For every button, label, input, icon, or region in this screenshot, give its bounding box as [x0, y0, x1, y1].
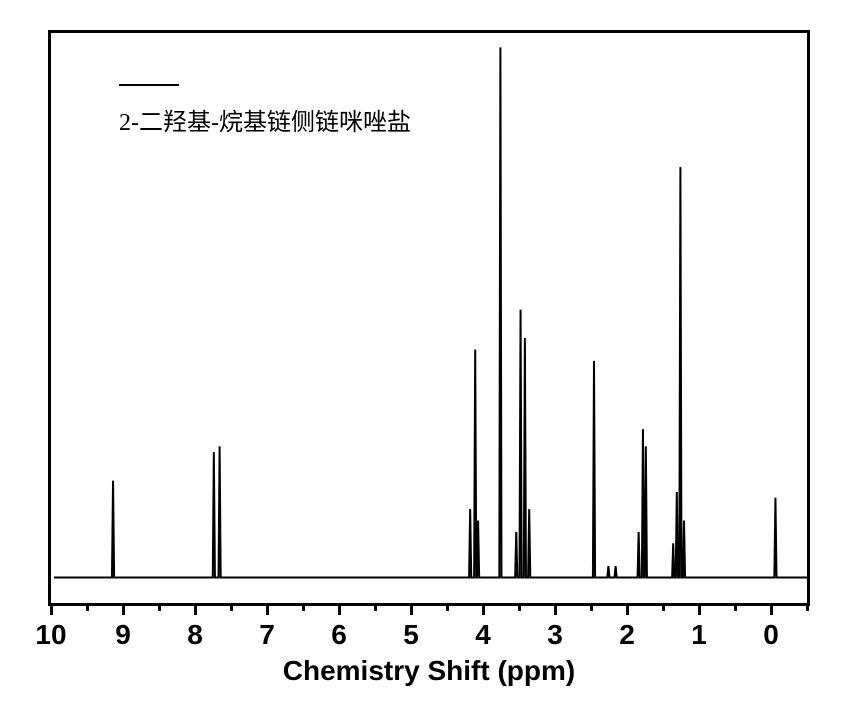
x-tick-minor: [374, 606, 377, 611]
x-tick-minor: [590, 606, 593, 611]
x-tick-label: 1: [691, 619, 707, 651]
x-tick-label: 2: [619, 619, 635, 651]
x-tick-minor: [734, 606, 737, 611]
x-tick-label: 0: [763, 619, 779, 651]
x-tick-label: 8: [187, 619, 203, 651]
x-tick-major: [266, 606, 269, 615]
x-axis-label: Chemistry Shift (ppm): [283, 655, 575, 687]
x-tick-label: 5: [403, 619, 419, 651]
x-tick-minor: [446, 606, 449, 611]
x-tick-minor: [662, 606, 665, 611]
x-tick-minor: [230, 606, 233, 611]
x-tick-label: 7: [259, 619, 275, 651]
x-tick-label: 3: [547, 619, 563, 651]
x-tick-major: [626, 606, 629, 615]
x-tick-major: [770, 606, 773, 615]
x-tick-minor: [518, 606, 521, 611]
x-tick-major: [554, 606, 557, 615]
x-tick-major: [698, 606, 701, 615]
x-tick-major: [50, 606, 53, 615]
x-tick-major: [338, 606, 341, 615]
legend-line: [119, 84, 179, 86]
x-tick-label: 10: [35, 619, 66, 651]
x-tick-major: [410, 606, 413, 615]
x-tick-minor: [158, 606, 161, 611]
x-tick-minor: [806, 606, 809, 611]
x-tick-minor: [86, 606, 89, 611]
legend-label: 2-二羟基-烷基链侧链咪唑盐: [119, 102, 411, 137]
x-tick-major: [194, 606, 197, 615]
x-tick-major: [482, 606, 485, 615]
x-tick-label: 4: [475, 619, 491, 651]
x-tick-minor: [302, 606, 305, 611]
x-tick-label: 6: [331, 619, 347, 651]
x-tick-label: 9: [115, 619, 131, 651]
nmr-chart: 2-二羟基-烷基链侧链咪唑盐 109876543210 Chemistry Sh…: [0, 0, 848, 710]
plot-frame: 2-二羟基-烷基链侧链咪唑盐: [48, 30, 810, 606]
x-tick-major: [122, 606, 125, 615]
